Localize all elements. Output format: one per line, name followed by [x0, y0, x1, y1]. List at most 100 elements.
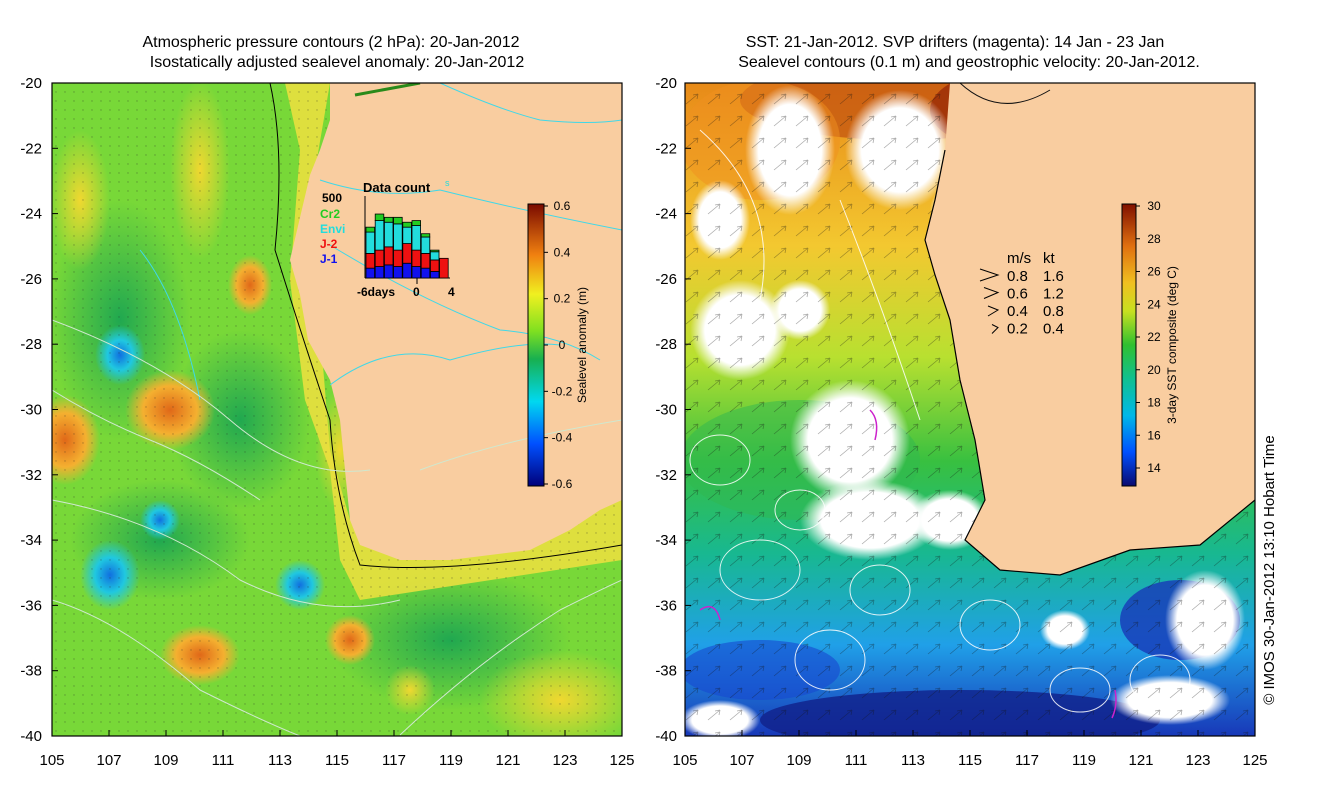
data-count-legend-item: J-1	[320, 252, 338, 266]
right-xtick-label: 113	[901, 752, 925, 769]
data-count-bar-envi	[420, 236, 431, 254]
left-ytick-label: -34	[20, 532, 42, 549]
data-count-bars	[365, 213, 449, 279]
sst-map	[685, 83, 1255, 736]
sst-cb-tick-label: 24	[1147, 297, 1161, 311]
data-count-bar-envi	[374, 220, 385, 251]
right-ytick-label: -34	[655, 532, 677, 549]
bathymetry-contour	[269, 83, 622, 568]
sla-cb-tick-label: -0.4	[552, 431, 573, 445]
data-count-bar-envi	[402, 226, 412, 244]
data-count-bar-j1	[402, 262, 412, 279]
data-count-bar-j2	[383, 246, 394, 266]
left-ytick-label: -24	[20, 206, 42, 223]
sst-cb-tick-label: 22	[1147, 330, 1161, 344]
data-count-bar-envi	[429, 251, 440, 261]
data-count-bar-j1	[383, 264, 394, 279]
right-ytick-label: -32	[655, 467, 677, 484]
data-count-bar-j2	[393, 249, 403, 267]
velocity-arrow	[987, 305, 1000, 317]
left-xtick-label: 105	[39, 752, 64, 769]
data-count-xlabel-mid: 0	[413, 285, 420, 299]
data-count-xlabel-left: -6days	[357, 285, 395, 299]
data-count-bar-j2	[411, 249, 422, 267]
data-count-legend-item: Envi	[320, 222, 345, 236]
data-count-bar-cr2	[383, 216, 394, 223]
left-x-axis: 105 107 109 111 113 115 117 119 121 123 125	[39, 730, 635, 769]
right-y-axis: -20 -22 -24 -26 -28 -30 -32 -34 -36 -38 -40	[655, 75, 691, 745]
sla-map	[52, 83, 622, 736]
right-ytick-label: -20	[655, 75, 677, 92]
data-count-bar-j2	[439, 257, 449, 279]
right-xtick-label: 119	[1072, 752, 1096, 769]
data-count-bar-j2	[402, 243, 412, 264]
data-count-bar-j2	[365, 252, 376, 269]
right-xtick-label: 109	[786, 752, 811, 769]
data-count-bar-j1	[374, 266, 385, 279]
data-count-bar-j2	[374, 249, 385, 267]
sla-colorbar-label: Sealevel anomaly (m)	[575, 287, 589, 403]
data-count-bar-j1	[420, 267, 431, 279]
velocity-kt-value: 1.6	[1043, 268, 1064, 285]
river-lines	[139, 83, 622, 401]
velocity-arrow	[979, 268, 1000, 282]
velocity-ms-value: 0.6	[1007, 286, 1028, 303]
left-xtick-label: 109	[153, 752, 178, 769]
data-count-bar-cr2	[420, 233, 431, 238]
right-title-line1: SST: 21-Jan-2012. SVP drifters (magenta)…	[746, 34, 1165, 51]
velocity-ms-value: 0.2	[1007, 321, 1028, 338]
right-ytick-label: -30	[655, 402, 677, 419]
sst-cb-tick-label: 26	[1147, 265, 1161, 279]
data-count-legend-item: Cr2	[320, 207, 340, 221]
left-ytick-label: -40	[20, 728, 42, 745]
data-count-bar-j2	[429, 259, 440, 272]
sla-cb-tick-label: -0.6	[552, 477, 573, 491]
left-ytick-label: -32	[20, 467, 42, 484]
left-title-line1: Atmospheric pressure contours (2 hPa): 2…	[142, 34, 519, 51]
right-xtick-label: 117	[1015, 752, 1039, 769]
data-count-bar-cr2	[402, 221, 412, 228]
data-count-bar-envi	[383, 221, 394, 248]
data-count-bar-j2	[420, 252, 431, 269]
right-xtick-label: 105	[672, 752, 697, 769]
sla-cb-tick-label: 0	[559, 338, 566, 352]
left-xtick-label: 107	[96, 752, 121, 769]
sla-colorbar	[527, 203, 545, 487]
right-xtick-label: 107	[729, 752, 754, 769]
left-ytick-label: -26	[20, 271, 42, 288]
data-count-bar-cr2	[365, 226, 376, 233]
right-xtick-label: 123	[1185, 752, 1210, 769]
svp-drifter-tracks	[699, 409, 1117, 719]
velocity-header-ms: m/s	[1007, 250, 1031, 267]
velocity-rows: 0.8 1.60.6 1.20.4 0.80.2 0.4	[979, 268, 1064, 338]
left-xtick-label: 111	[212, 752, 235, 769]
right-ytick-label: -38	[655, 663, 677, 680]
pressure-contours	[52, 319, 622, 736]
data-count-bar-cr2	[429, 249, 440, 253]
left-ytick-label: -28	[20, 336, 42, 353]
sst-colorbar	[1121, 203, 1137, 487]
sst-colorbar-ticks: 30 28 26 24 22 20 18 16 14	[1136, 199, 1161, 475]
left-xtick-label: 113	[268, 752, 292, 769]
sla-cb-tick-label: -0.2	[552, 384, 573, 398]
sst-cb-tick-label: 16	[1147, 428, 1161, 442]
left-ytick-label: -38	[20, 663, 42, 680]
data-count-bar-envi	[411, 225, 422, 251]
sla-cb-tick-label: 0.4	[554, 245, 571, 259]
velocity-kt-value: 0.8	[1043, 303, 1064, 320]
data-count-superscript: s	[445, 178, 450, 188]
left-y-axis: -20 -22 -24 -26 -28 -30 -32 -34 -36 -38 -40	[20, 75, 58, 745]
data-count-bar-j1	[365, 267, 376, 279]
right-ytick-label: -24	[655, 206, 677, 223]
left-xtick-label: 123	[552, 752, 577, 769]
left-xtick-label: 125	[609, 752, 634, 769]
right-ytick-label: -40	[655, 728, 677, 745]
left-xtick-label: 119	[439, 752, 463, 769]
data-count-bar-envi	[393, 223, 403, 251]
left-xtick-label: 121	[495, 752, 520, 769]
left-xtick-label: 117	[382, 752, 406, 769]
data-count-bar-j1	[429, 271, 440, 279]
